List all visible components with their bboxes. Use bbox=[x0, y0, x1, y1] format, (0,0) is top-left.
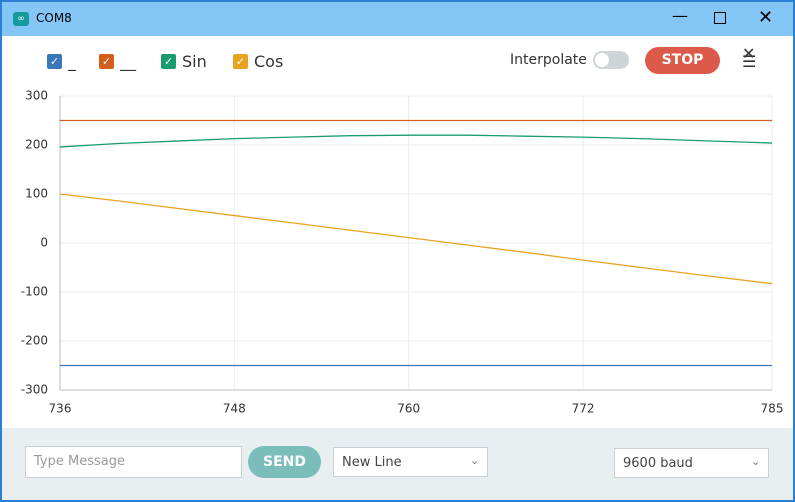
footer: Type Message SEND New Line 9600 baud ⌄ ⌄ bbox=[2, 428, 793, 500]
dropdown-arrow: ⌄ bbox=[470, 454, 480, 467]
y-tick-label: 200 bbox=[25, 138, 48, 152]
dropdown-arrow: ⌄ bbox=[751, 455, 761, 468]
maximize-button[interactable] bbox=[714, 12, 726, 24]
legend-label: _ bbox=[68, 52, 76, 71]
x-tick-label: 772 bbox=[572, 402, 595, 416]
legend-item[interactable]: ✓ __ bbox=[99, 52, 136, 71]
legend-label: Sin bbox=[182, 52, 207, 71]
close-button[interactable]: ✕ bbox=[758, 7, 774, 28]
x-tick-label: 785 bbox=[761, 402, 784, 416]
line-ending-select[interactable]: New Line bbox=[333, 447, 488, 477]
clear-button[interactable]: ✕ ☰ bbox=[742, 44, 757, 71]
baud-select[interactable]: 9600 baud bbox=[614, 448, 769, 478]
y-tick-label: 0 bbox=[40, 236, 48, 250]
title-bar: ∞ COM8 — ✕ bbox=[2, 2, 793, 36]
chart: -300 -200 -100 0 100 200 300 736 748 760 772 785 bbox=[21, 89, 784, 416]
window-title: COM8 bbox=[36, 11, 72, 25]
x-tick-label: 760 bbox=[397, 402, 420, 416]
stop-button[interactable]: STOP bbox=[645, 47, 720, 74]
app-icon: ∞ bbox=[13, 12, 29, 26]
legend-checkbox[interactable]: ✓ bbox=[161, 54, 176, 69]
y-tick-label: 300 bbox=[25, 89, 48, 103]
legend-item[interactable]: ✓ Cos bbox=[233, 52, 283, 71]
message-input[interactable]: Type Message bbox=[25, 446, 242, 478]
x-tick-label: 736 bbox=[49, 402, 72, 416]
series-line bbox=[59, 134, 773, 148]
y-tick-label: 100 bbox=[25, 187, 48, 201]
legend-checkbox[interactable]: ✓ bbox=[99, 54, 114, 69]
legend-checkbox[interactable]: ✓ bbox=[233, 54, 248, 69]
send-button[interactable]: SEND bbox=[248, 446, 321, 478]
series-line bbox=[59, 193, 773, 285]
legend-item[interactable]: ✓ Sin bbox=[161, 52, 207, 71]
legend-item[interactable]: ✓ _ bbox=[47, 52, 76, 71]
interpolate-label: Interpolate bbox=[510, 52, 587, 68]
minimize-button[interactable]: — bbox=[672, 6, 688, 25]
legend-checkbox[interactable]: ✓ bbox=[47, 54, 62, 69]
legend-label: __ bbox=[120, 52, 136, 71]
y-tick-label: -100 bbox=[21, 285, 48, 299]
x-tick-label: 748 bbox=[223, 402, 246, 416]
legend-label: Cos bbox=[254, 52, 284, 71]
interpolate-toggle[interactable] bbox=[593, 51, 629, 69]
y-tick-label: -300 bbox=[21, 383, 48, 397]
y-tick-label: -200 bbox=[21, 334, 48, 348]
